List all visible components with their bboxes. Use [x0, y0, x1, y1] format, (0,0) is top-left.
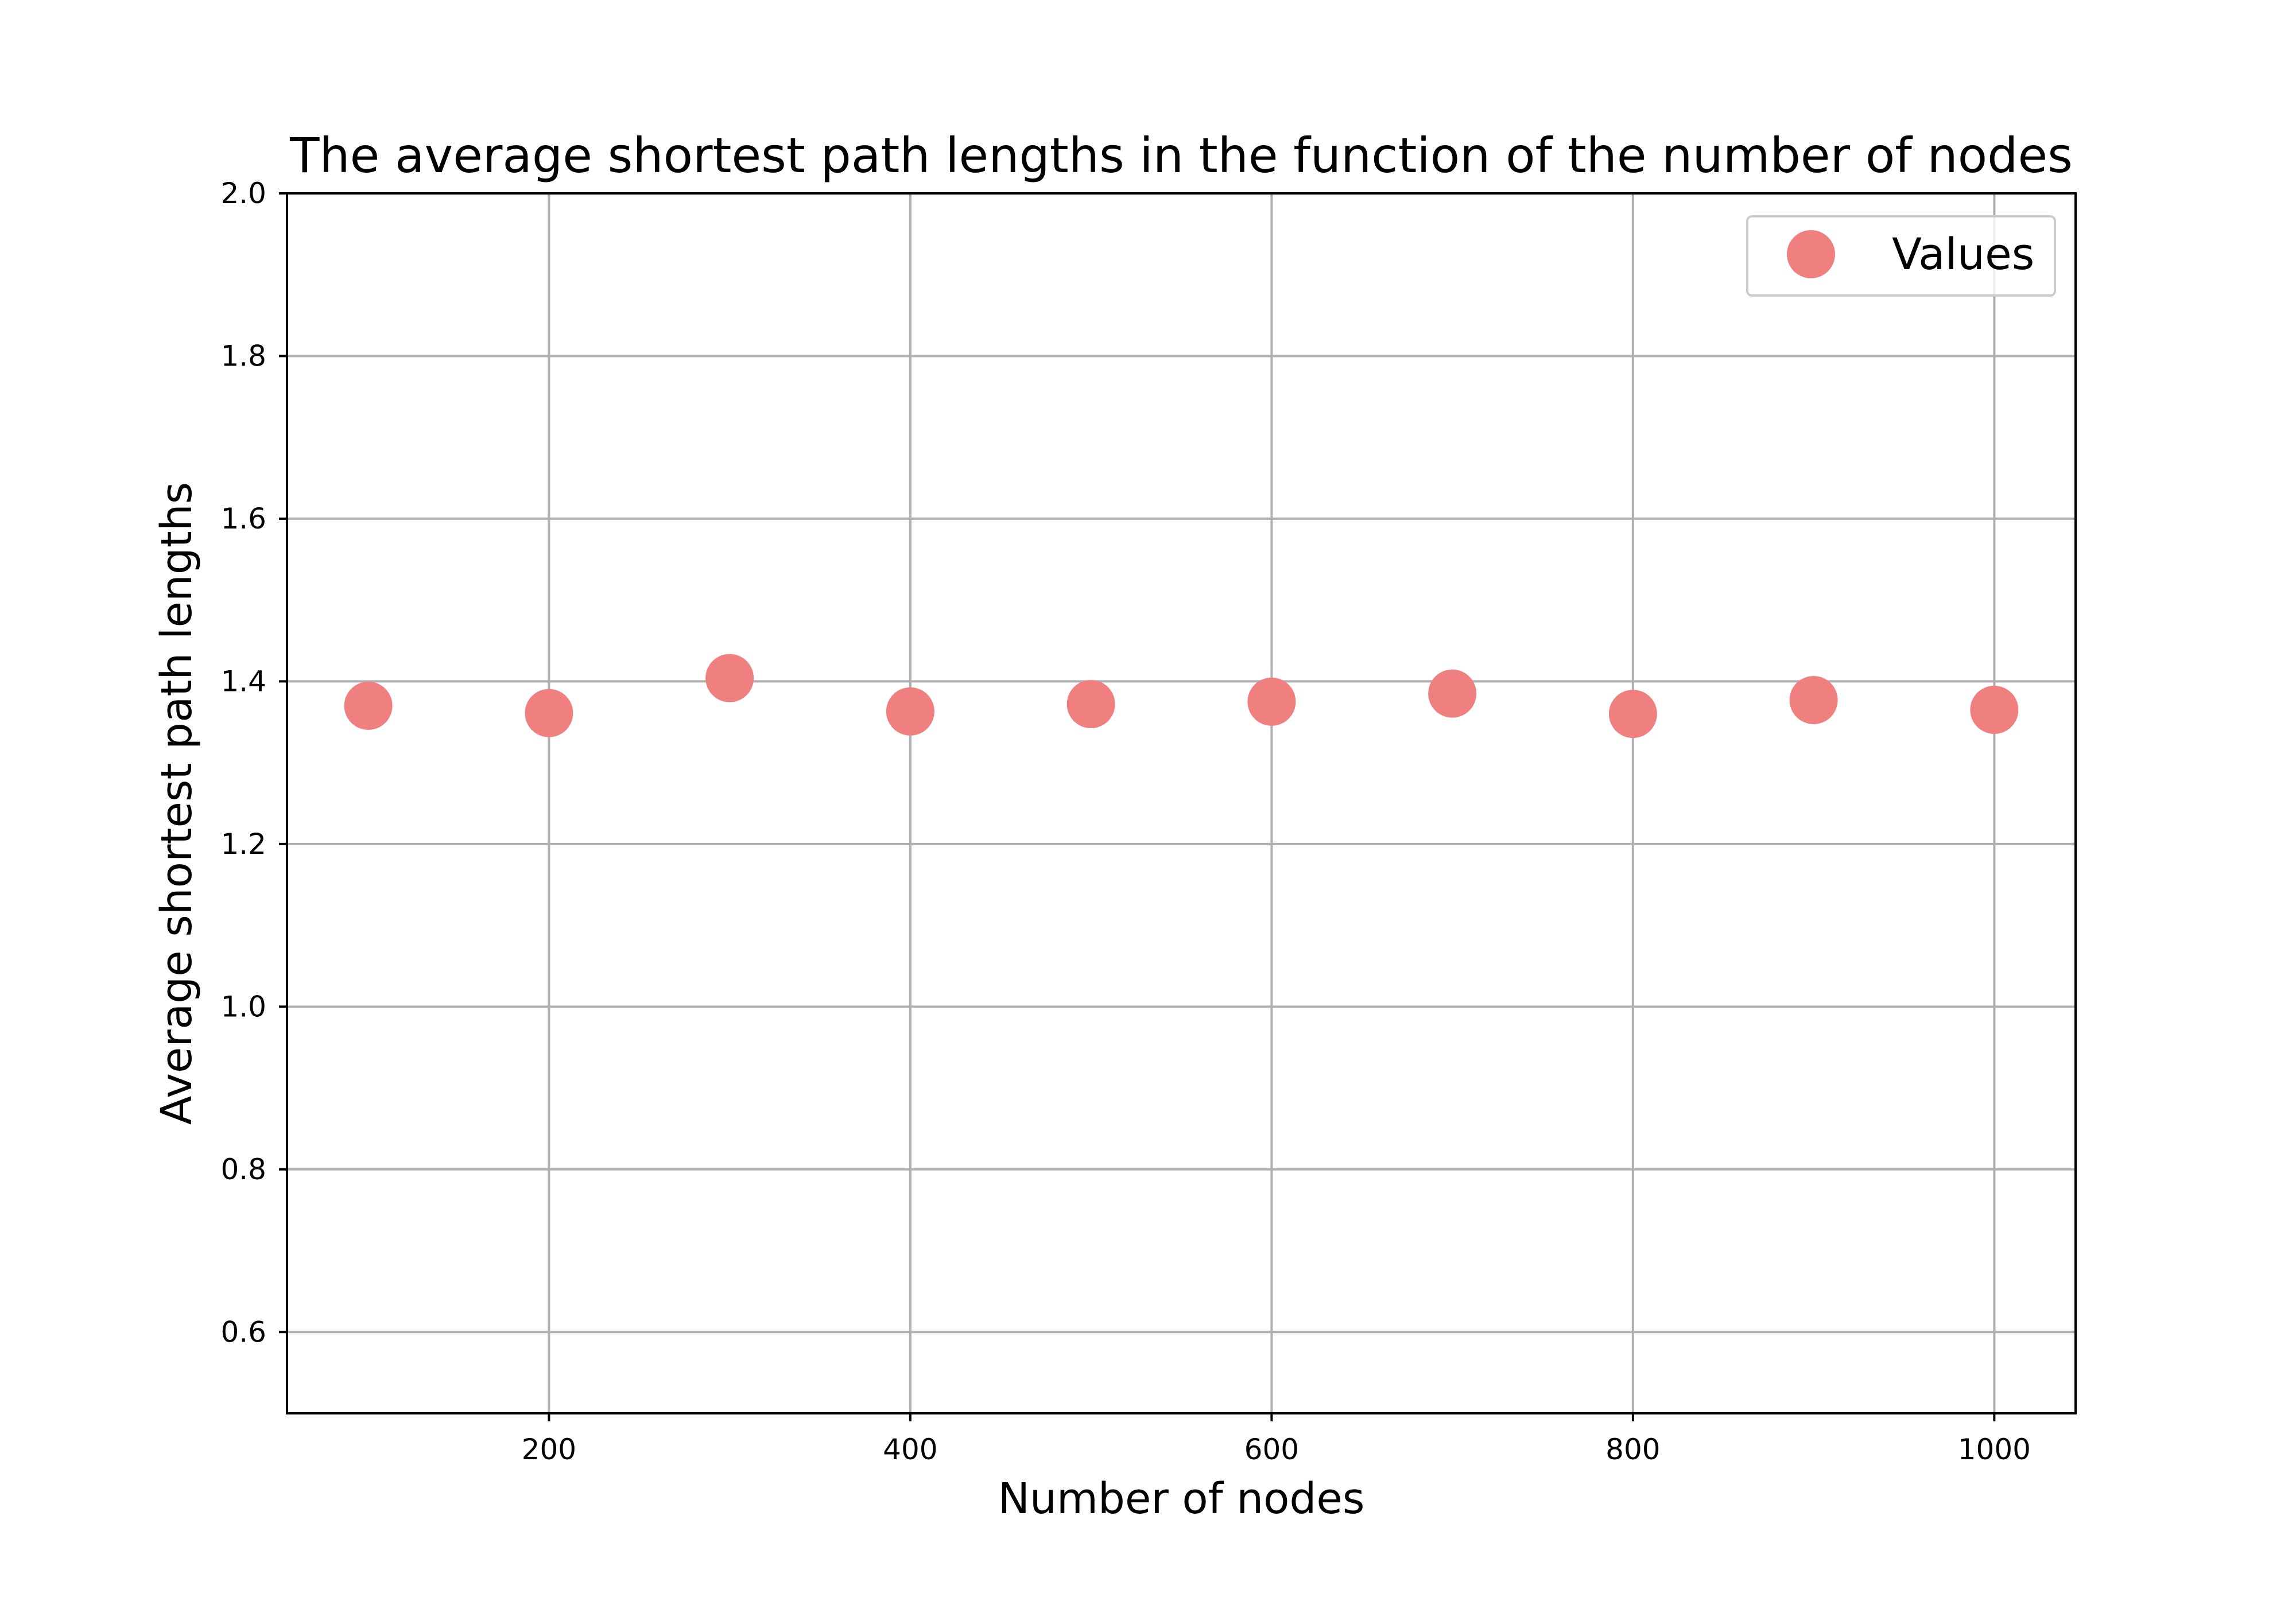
axis-ticks: 200 400 600 800 1000 0.6 0.8 1.0 1.2 1.4 1.6 1.8 2.0: [220, 177, 2031, 1466]
legend-label: Values: [1892, 228, 2034, 279]
data-points: [344, 654, 2019, 739]
data-point: [1428, 669, 1477, 718]
data-point: [705, 654, 754, 702]
x-tick-label: 200: [522, 1433, 576, 1466]
x-axis-label: Number of nodes: [998, 1474, 1365, 1524]
legend: Values: [1746, 215, 2056, 297]
y-axis-label: Average shortest path lengths: [152, 482, 201, 1125]
data-point: [1066, 680, 1115, 729]
x-tick-label: 400: [883, 1433, 937, 1466]
data-point: [1970, 686, 2019, 734]
legend-marker: [1787, 230, 1835, 278]
y-tick-label: 0.6: [220, 1315, 266, 1348]
y-tick-label: 1.6: [220, 502, 266, 535]
y-tick-label: 1.8: [220, 339, 266, 372]
data-point: [344, 681, 393, 730]
plot-frame: [286, 192, 2077, 1414]
data-point: [525, 689, 573, 737]
data-point: [1608, 690, 1657, 739]
data-point: [1789, 675, 1838, 724]
x-tick-label: 800: [1605, 1433, 1660, 1466]
data-point: [1247, 677, 1296, 726]
data-point: [886, 687, 934, 736]
chart-title: The average shortest path lengths in the…: [289, 127, 2073, 184]
y-tick-label: 1.2: [220, 827, 266, 861]
y-tick-label: 0.8: [220, 1153, 266, 1186]
x-tick-label: 600: [1244, 1433, 1299, 1466]
y-tick-label: 1.4: [220, 664, 266, 698]
y-tick-label: 2.0: [220, 177, 266, 210]
y-tick-label: 1.0: [220, 990, 266, 1023]
x-tick-label: 1000: [1958, 1433, 2031, 1466]
grid: [287, 192, 2076, 1413]
